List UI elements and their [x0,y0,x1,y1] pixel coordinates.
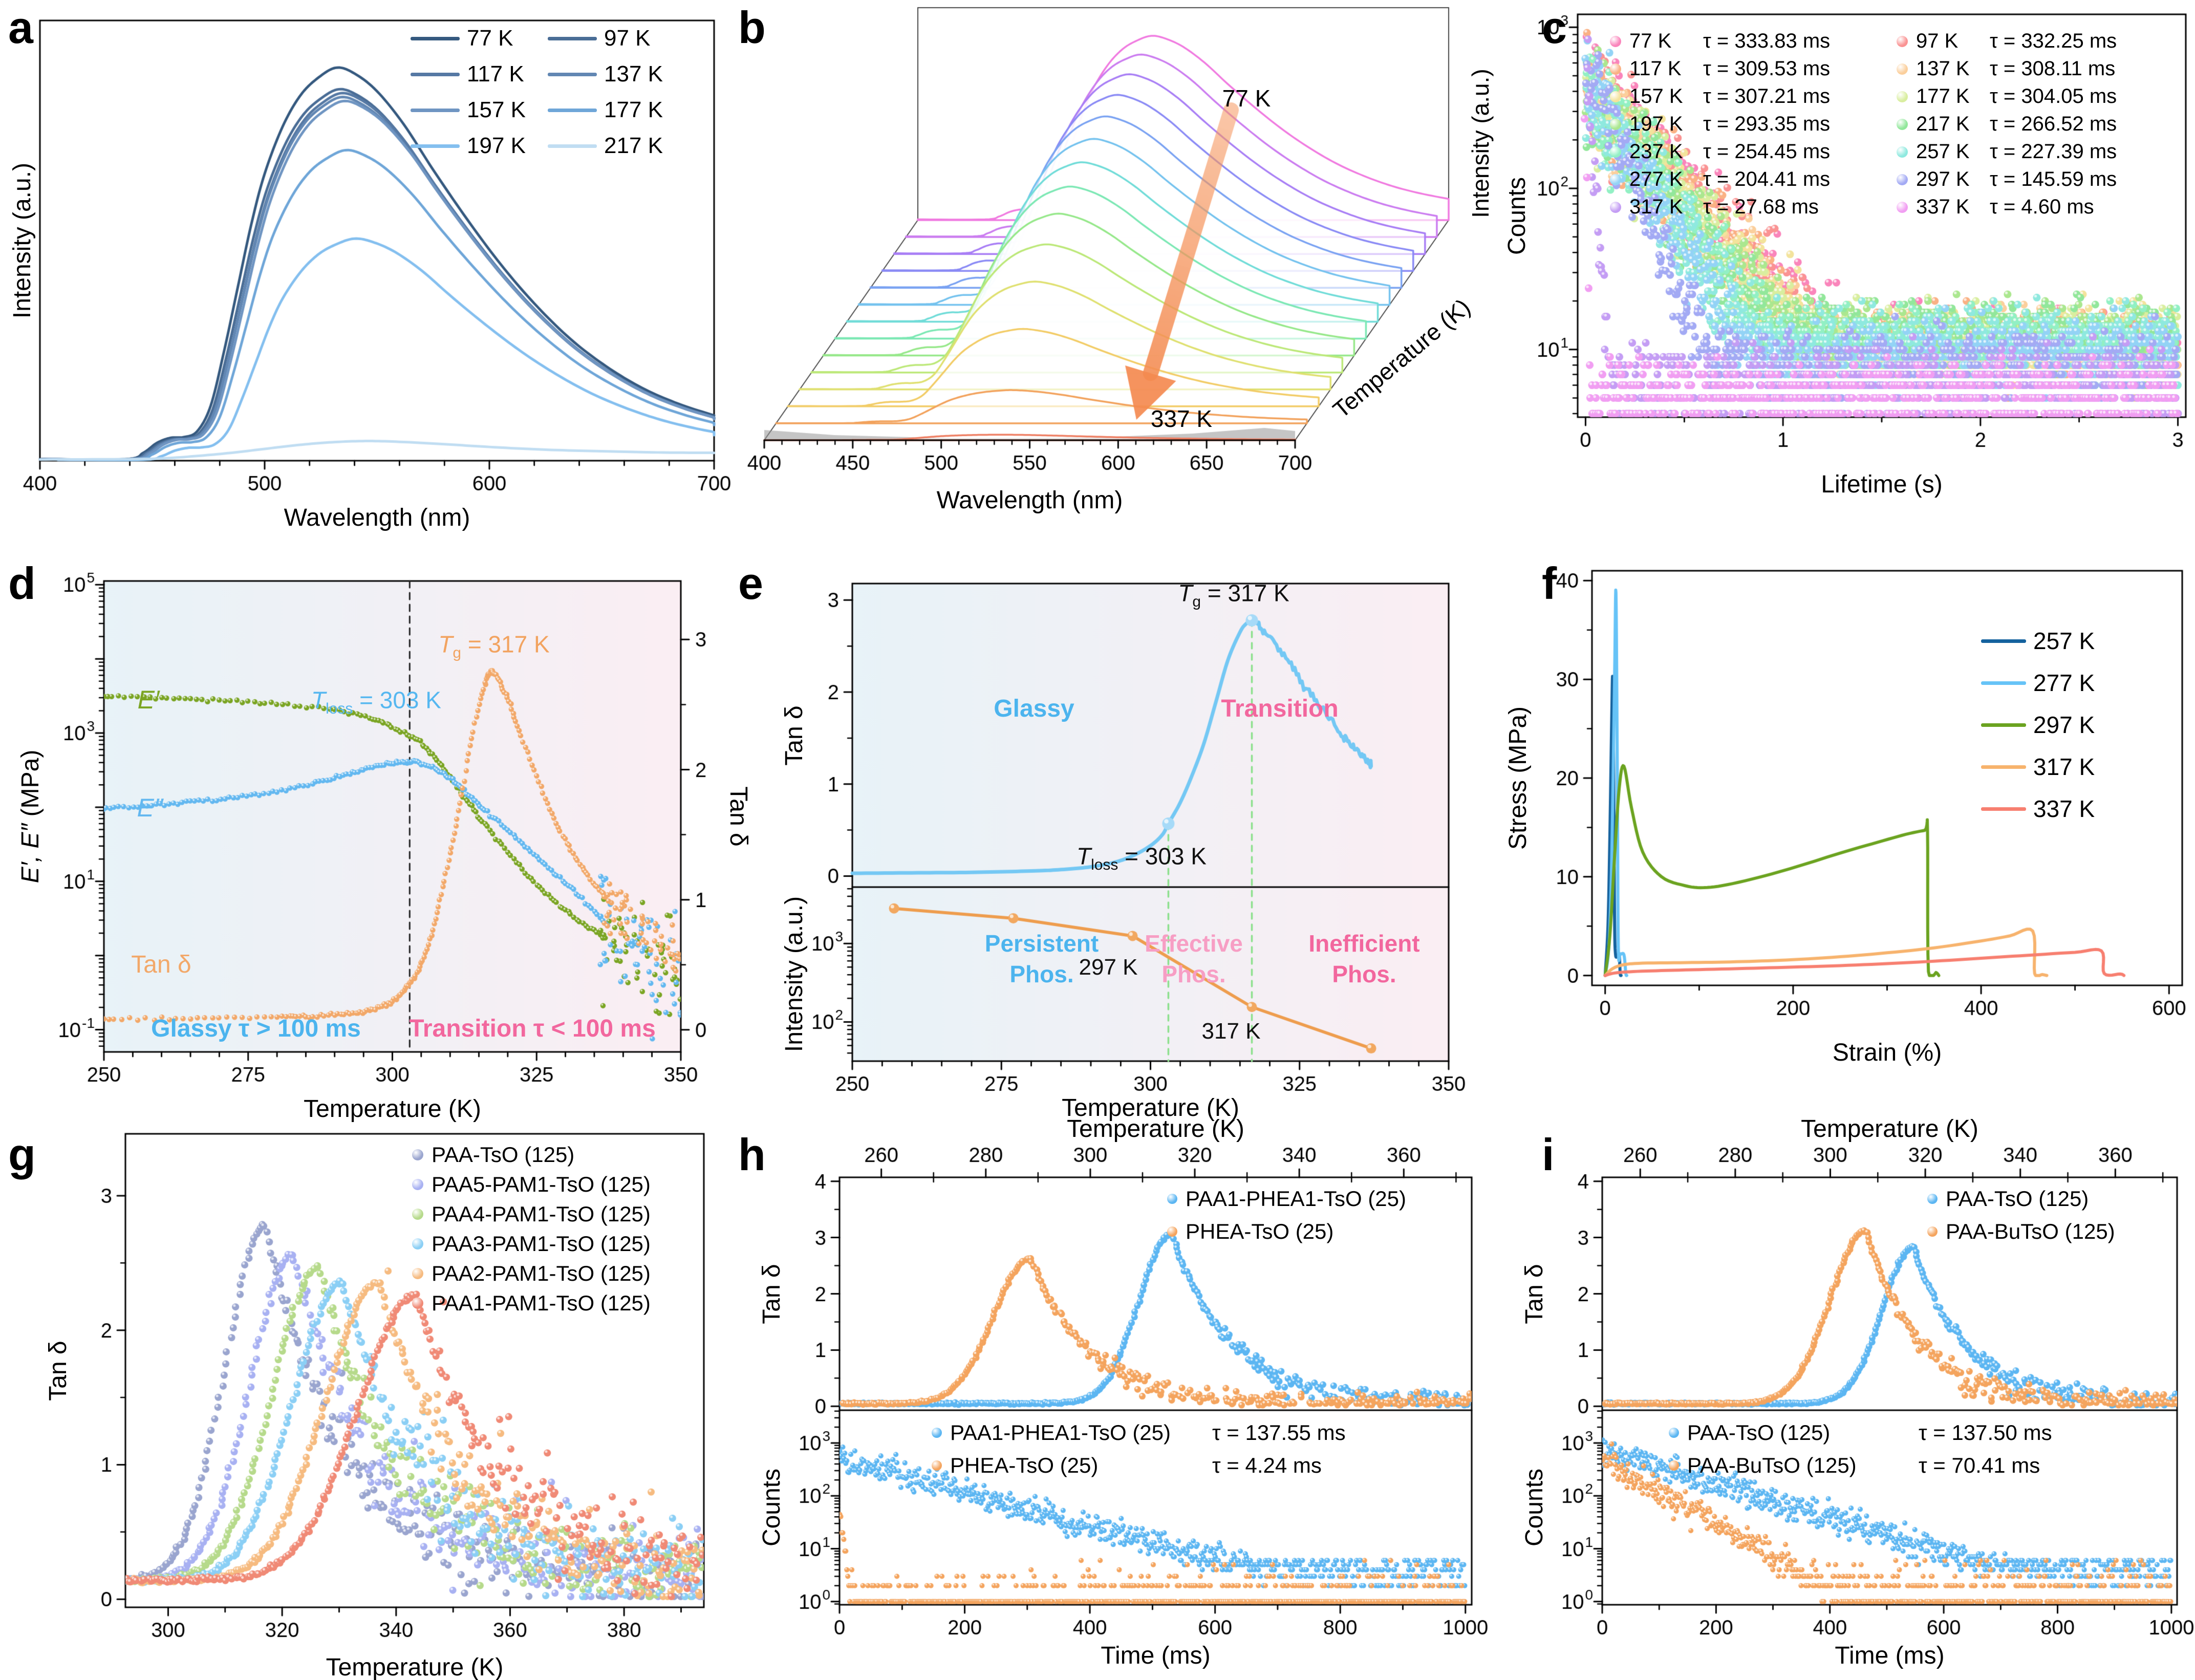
panel-g: Temperature (K) Tan δ PAA-TsO (125) PAA5-PA… [15,1121,732,1680]
panel-i: Temperature (K) Time (ms) Tan δ Counts PAA-T… [1500,1116,2195,1680]
panel-letter-i: i [1542,1129,1555,1180]
panel-b: 77 K 337 K Wavelength (nm) Intensity (a.u.)… [732,0,1500,555]
panel-e-canvas [747,555,1500,1121]
panel-h-canvas [732,1121,1500,1680]
panel-h: Temperature (K) Time (ms) Tan δ Counts PAA1-… [732,1116,1500,1680]
panel-letter-d: d [8,558,36,609]
panel-i-canvas [1500,1121,2195,1680]
panel-letter-f: f [1542,558,1557,609]
panel-letter-g: g [8,1129,36,1180]
panel-f: Strain (%) Stress (MPa) 257 K 277 K 297 K 317… [1500,555,2195,1121]
panel-g-canvas [15,1121,732,1680]
panel-letter-a: a [8,2,33,53]
panel-a-canvas [15,0,732,555]
panel-letter-h: h [738,1129,766,1180]
panel-letter-c: c [1542,2,1567,53]
panel-d-canvas [15,555,747,1121]
panel-letter-e: e [738,558,763,609]
panel-letter-b: b [738,2,766,53]
panel-c-canvas [1500,0,2195,555]
panel-f-canvas [1500,555,2195,1121]
panel-b-canvas [732,0,1500,555]
panel-d: E′ E″ Tan δ Tg = 317 K Tloss = 303 K Glassy τ… [15,555,752,1122]
